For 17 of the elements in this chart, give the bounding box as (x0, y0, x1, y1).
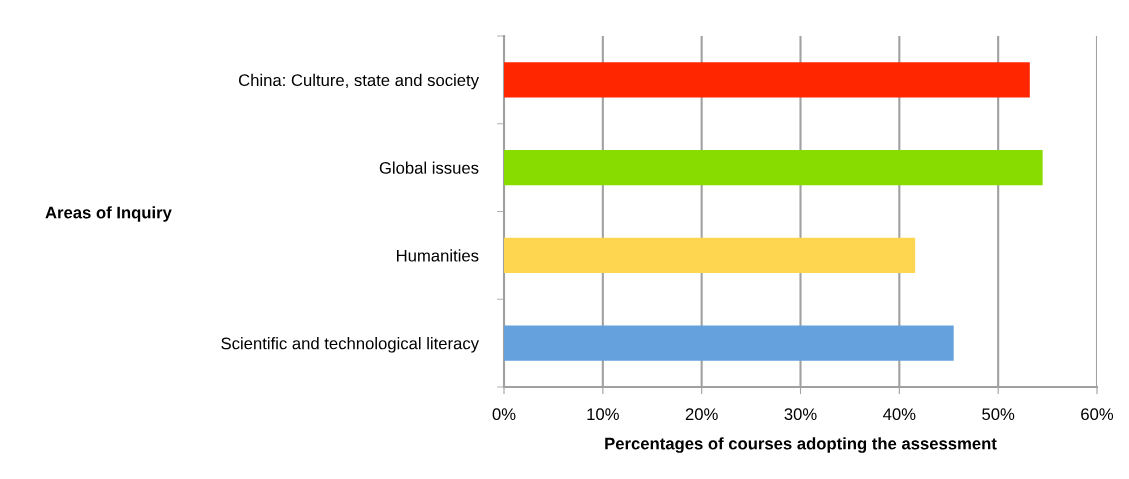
x-tick-label: 20% (685, 408, 718, 421)
x-tick-label: 40% (883, 408, 916, 421)
bar (504, 237, 916, 273)
y-tick-label: China: Culture, state and society (238, 73, 479, 90)
y-tick-label: Scientific and technological literacy (221, 337, 479, 353)
y-axis-title: Areas of Inquiry (45, 206, 172, 222)
x-tick-label: 30% (784, 408, 817, 421)
bar (504, 325, 954, 361)
bar (504, 62, 1030, 98)
x-tick-label: 50% (982, 408, 1015, 421)
x-axis-title: Percentages of courses adopting the assessment (605, 437, 997, 453)
x-tick-label: 0% (492, 408, 516, 421)
y-tick-label: Global issues (379, 161, 479, 174)
y-tick-label: Humanities (397, 249, 479, 262)
x-tick-label: 60% (1081, 408, 1114, 421)
x-tick-label: 10% (587, 408, 619, 421)
bar (504, 150, 1043, 186)
